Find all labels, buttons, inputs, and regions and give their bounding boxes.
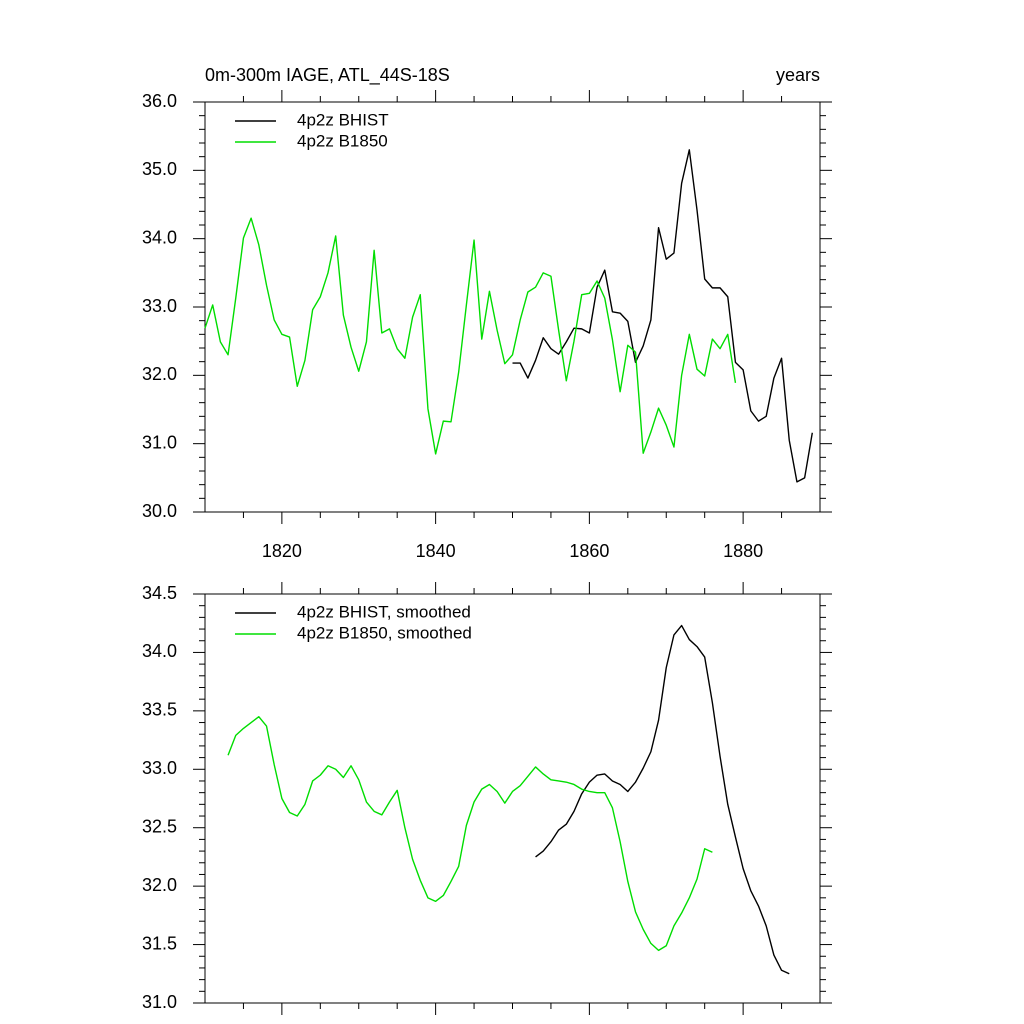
y-tick-label: 34.5 xyxy=(142,583,177,603)
y-tick-label: 32.5 xyxy=(142,816,177,836)
series-line xyxy=(535,624,790,975)
y-tick-label: 33.5 xyxy=(142,700,177,720)
plot-frame xyxy=(204,101,821,513)
y-tick-label: 36.0 xyxy=(142,91,177,111)
x-tick-label: 1840 xyxy=(416,541,456,561)
y-tick-label: 33.0 xyxy=(142,296,177,316)
series-line xyxy=(512,149,814,483)
legend-label: 4p2z BHIST, smoothed xyxy=(297,602,471,621)
legend-label: 4p2z BHIST xyxy=(297,110,389,129)
chart-title: 0m-300m IAGE, ATL_44S-18S xyxy=(205,65,450,86)
chart-units: years xyxy=(776,65,820,85)
legend-label: 4p2z B1850, smoothed xyxy=(297,623,472,642)
x-tick-label: 1880 xyxy=(723,541,763,561)
legend-label: 4p2z B1850 xyxy=(297,131,388,150)
y-tick-label: 31.5 xyxy=(142,933,177,953)
y-tick-label: 33.0 xyxy=(142,758,177,778)
y-tick-label: 32.0 xyxy=(142,364,177,384)
y-tick-label: 34.0 xyxy=(142,227,177,247)
y-tick-label: 31.0 xyxy=(142,992,177,1012)
plot-frame xyxy=(204,593,821,1004)
y-tick-label: 34.0 xyxy=(142,641,177,661)
series-line xyxy=(204,217,737,455)
x-tick-label: 1820 xyxy=(262,541,302,561)
y-tick-label: 35.0 xyxy=(142,159,177,179)
y-tick-label: 31.0 xyxy=(142,432,177,452)
series-line xyxy=(227,716,713,952)
y-tick-label: 32.0 xyxy=(142,875,177,895)
y-tick-label: 30.0 xyxy=(142,501,177,521)
x-tick-label: 1860 xyxy=(569,541,609,561)
